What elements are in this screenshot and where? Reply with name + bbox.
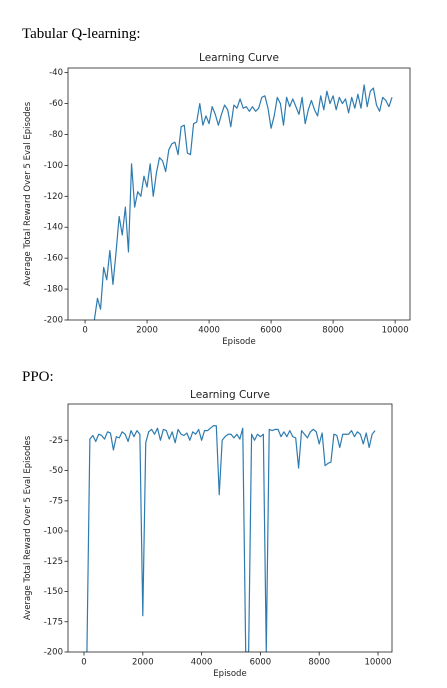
section-heading: PPO: bbox=[22, 369, 54, 385]
x-tick-label: 0 bbox=[82, 326, 87, 336]
chart-title: Learning Curve bbox=[190, 389, 270, 401]
x-tick-label: 8000 bbox=[308, 658, 330, 668]
y-tick-label: -200 bbox=[44, 648, 63, 658]
x-axis-label: Episode bbox=[213, 669, 246, 679]
x-tick-label: 6000 bbox=[260, 326, 282, 336]
data-line bbox=[86, 425, 376, 652]
y-tick-label: -100 bbox=[44, 161, 63, 171]
y-tick-label: -25 bbox=[49, 436, 63, 446]
y-tick-label: -125 bbox=[44, 557, 63, 567]
y-axis-label: Average Total Reward Over 5 Eval Episode… bbox=[23, 435, 33, 620]
y-tick-label: -160 bbox=[44, 254, 63, 264]
y-tick-label: -180 bbox=[44, 285, 63, 295]
y-tick-label: -150 bbox=[44, 587, 63, 597]
y-axis-label: Average Total Reward Over 5 Eval Episode… bbox=[23, 101, 33, 286]
y-tick-label: -40 bbox=[49, 68, 63, 78]
chart-title: Learning Curve bbox=[199, 52, 279, 64]
x-tick-label: 4000 bbox=[198, 326, 220, 336]
y-tick-label: -80 bbox=[49, 130, 63, 140]
y-tick-label: -75 bbox=[49, 496, 63, 506]
y-tick-label: -140 bbox=[44, 223, 63, 233]
x-tick-label: 2000 bbox=[136, 326, 158, 336]
y-tick-label: -100 bbox=[44, 527, 63, 537]
x-axis-label: Episode bbox=[222, 337, 255, 347]
y-tick-label: -50 bbox=[49, 466, 63, 476]
data-line bbox=[93, 84, 393, 320]
x-tick-label: 10000 bbox=[382, 326, 409, 336]
plot-frame bbox=[67, 403, 393, 653]
chart: Learning Curve -200 -180 -160 -140 -120 -100 -8… bbox=[23, 52, 411, 347]
x-tick-label: 2000 bbox=[132, 658, 154, 668]
chart: Learning Curve -200 -175 -150 -125 -100 -75 -50… bbox=[23, 389, 393, 679]
x-tick-label: 10000 bbox=[364, 658, 391, 668]
x-tick-label: 4000 bbox=[191, 658, 213, 668]
x-tick-label: 0 bbox=[81, 658, 86, 668]
plot-frame bbox=[67, 67, 411, 321]
y-tick-label: -120 bbox=[44, 192, 63, 202]
y-tick-label: -175 bbox=[44, 617, 63, 627]
y-tick-label: -60 bbox=[49, 99, 63, 109]
x-tick-label: 6000 bbox=[250, 658, 272, 668]
x-tick-label: 8000 bbox=[322, 326, 344, 336]
section-heading: Tabular Q-learning: bbox=[22, 26, 140, 42]
y-tick-label: -200 bbox=[44, 316, 63, 326]
